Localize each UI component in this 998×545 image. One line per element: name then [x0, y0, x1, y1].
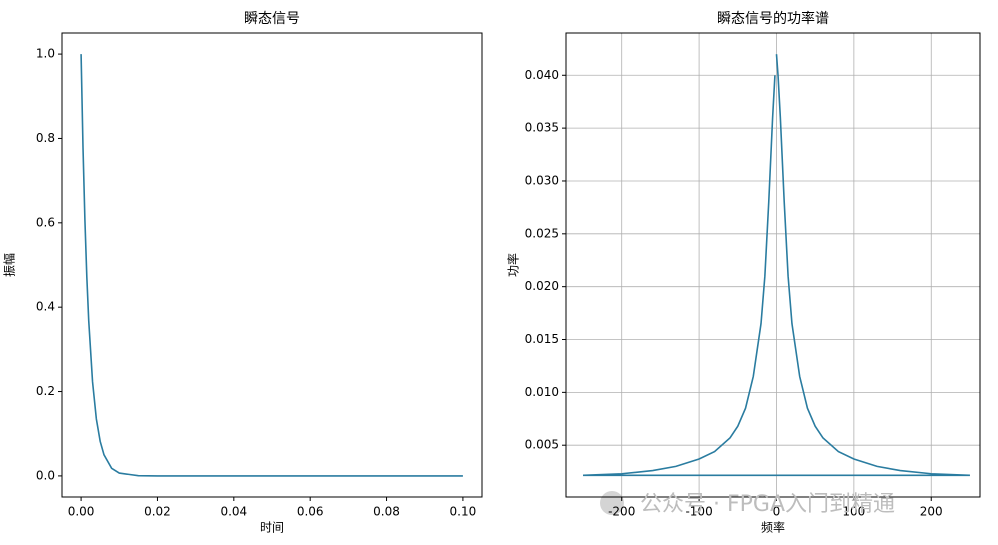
y-tick-label: 0.020 [525, 279, 559, 293]
y-tick-label: 0.2 [36, 384, 55, 398]
x-tick-label: 0.00 [68, 505, 95, 519]
axes-frame [61, 32, 483, 498]
watermark: 公众号 · FPGA入门到精通 [640, 492, 895, 517]
y-axis-label: 振幅 [2, 253, 17, 277]
data-line [582, 54, 970, 477]
x-tick-label: 0.04 [220, 505, 247, 519]
x-tick-label: -200 [608, 505, 635, 519]
y-tick-label: 0.005 [525, 438, 559, 452]
y-tick-label: 0.8 [36, 131, 55, 145]
y-tick-label: 0.040 [525, 68, 559, 82]
y-tick-label: 0.0 [36, 468, 55, 482]
data-line [80, 54, 463, 477]
x-tick-label: 0.08 [373, 505, 400, 519]
y-tick-label: 0.015 [525, 332, 559, 346]
x-tick-label: 0.02 [144, 505, 171, 519]
axes-frame [565, 32, 981, 498]
y-tick-label: 0.025 [525, 226, 559, 240]
y-tick-label: 0.030 [525, 173, 559, 187]
y-tick-label: 0.010 [525, 385, 559, 399]
x-axis-label: 频率 [761, 520, 785, 535]
y-tick-label: 0.4 [36, 300, 55, 314]
x-axis-label: 时间 [260, 521, 284, 535]
y-tick-label: 0.6 [36, 215, 55, 229]
chart-title: 瞬态信号 [244, 11, 300, 27]
x-tick-label: 0.06 [297, 505, 324, 519]
x-tick-label: 100 [842, 505, 865, 519]
x-tick-label: -100 [685, 505, 712, 519]
x-tick-label: 0 [773, 505, 781, 519]
y-tick-label: 0.035 [525, 121, 559, 135]
chart-title: 瞬态信号的功率谱 [717, 10, 829, 27]
y-tick-label: 1.0 [36, 47, 55, 61]
x-tick-label: 200 [920, 505, 943, 519]
y-axis-label: 功率 [506, 253, 521, 277]
x-tick-label: 0.10 [450, 505, 477, 519]
